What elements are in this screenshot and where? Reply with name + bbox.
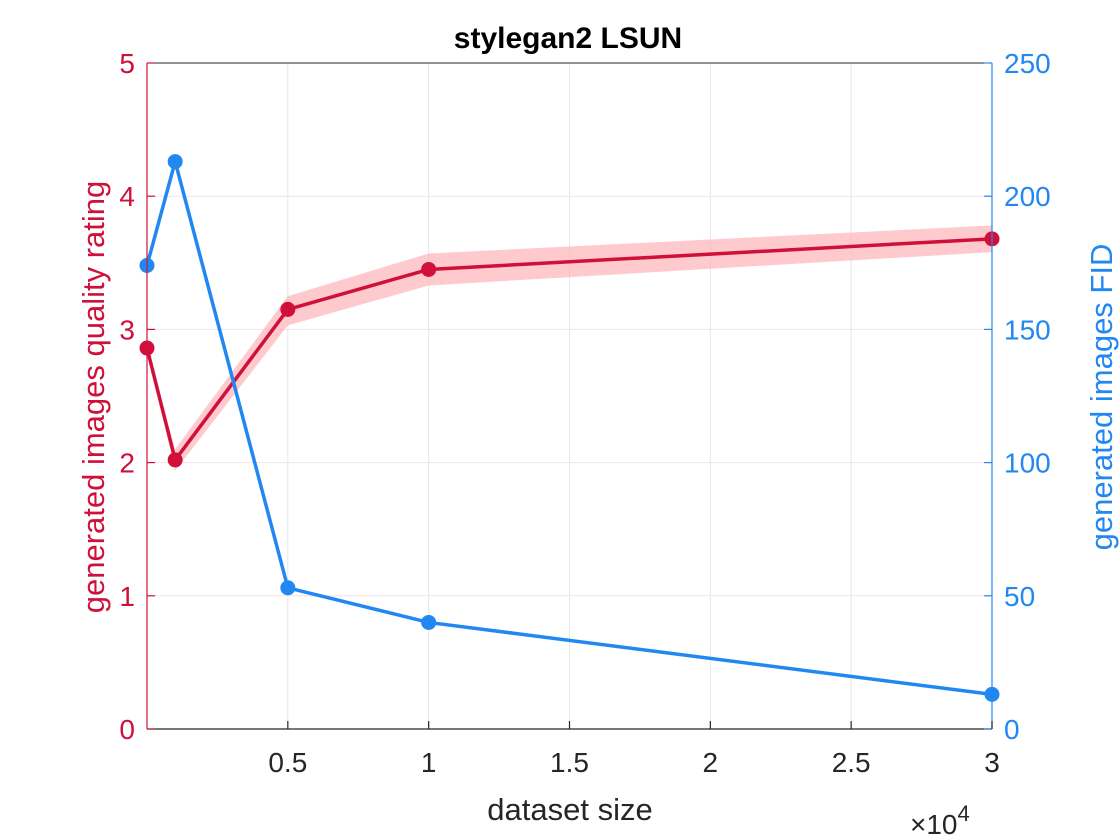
x-tick-label-3: 2 bbox=[703, 747, 719, 778]
data-point-left-2 bbox=[280, 301, 296, 317]
x-exponent-base: ×10 bbox=[910, 809, 958, 840]
left-tick-label-3: 3 bbox=[119, 314, 135, 345]
left-tick-label-4: 4 bbox=[119, 181, 135, 212]
left-tick-label-0: 0 bbox=[119, 714, 135, 745]
data-point-right-1 bbox=[167, 154, 183, 170]
right-tick-label-1: 50 bbox=[1004, 581, 1035, 612]
left-axis-label: generated images quality rating bbox=[76, 181, 111, 614]
right-tick-label-0: 0 bbox=[1004, 714, 1020, 745]
right-tick-label-5: 250 bbox=[1004, 48, 1051, 79]
x-tick-label-5: 3 bbox=[984, 747, 1000, 778]
right-tick-label-3: 150 bbox=[1004, 314, 1051, 345]
data-point-left-3 bbox=[421, 261, 437, 277]
confidence-band-group bbox=[147, 225, 992, 471]
x-exponent-label: ×104 bbox=[910, 801, 970, 840]
data-point-right-3 bbox=[421, 614, 437, 630]
left-tick-label-5: 5 bbox=[119, 48, 135, 79]
x-tick-label-1: 1 bbox=[421, 747, 437, 778]
quality-confidence-band bbox=[147, 225, 992, 471]
right-axis-label: generated images FID bbox=[1084, 244, 1119, 551]
x-tick-label-2: 1.5 bbox=[550, 747, 589, 778]
axes bbox=[146, 62, 993, 730]
left-tick-label-1: 1 bbox=[119, 581, 135, 612]
data-point-right-2 bbox=[280, 580, 296, 596]
x-exponent-power: 4 bbox=[958, 801, 970, 826]
x-tick-label-4: 2.5 bbox=[832, 747, 871, 778]
left-tick-label-2: 2 bbox=[119, 448, 135, 479]
data-point-left-1 bbox=[167, 452, 183, 468]
right-tick-label-4: 200 bbox=[1004, 181, 1051, 212]
right-tick-label-2: 100 bbox=[1004, 448, 1051, 479]
x-tick-label-0: 0.5 bbox=[268, 747, 307, 778]
x-axis-label: dataset size bbox=[487, 792, 652, 827]
chart-title: stylegan2 LSUN bbox=[454, 22, 682, 55]
